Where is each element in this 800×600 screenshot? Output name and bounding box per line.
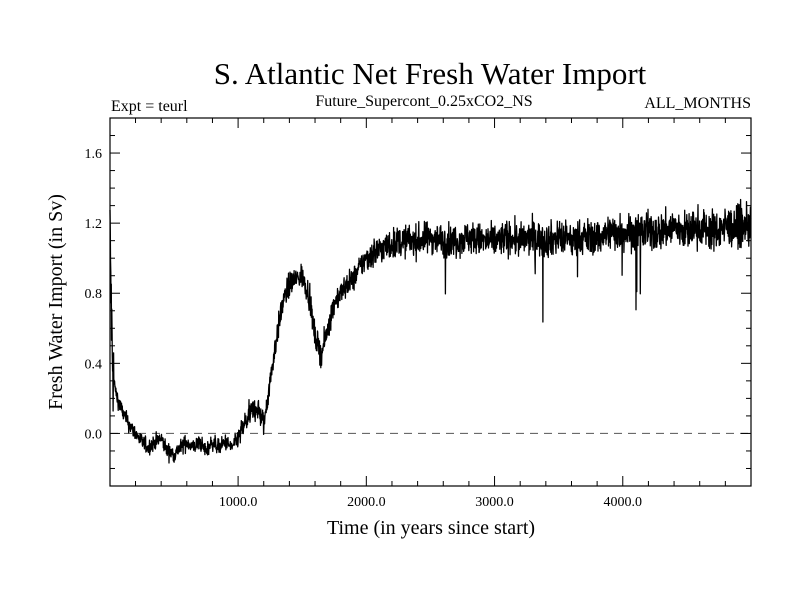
- y-tick-label: 0.4: [85, 357, 103, 372]
- axis-ticks: 1000.0 2000.0 3000.0 4000.0 0.0 0.4 0.8 1.2 1.6: [85, 118, 751, 510]
- x-tick-label: 2000.0: [347, 495, 386, 510]
- series-line: [109, 198, 752, 464]
- x-tick-label: 3000.0: [475, 495, 514, 510]
- plot-frame: [109, 117, 752, 487]
- x-axis-label: Time (in years since start): [327, 517, 535, 539]
- y-tick-label: 0.0: [85, 427, 103, 442]
- chart-subtitle: Future_Supercont_0.25xCO2_NS: [315, 93, 532, 110]
- x-tick-label: 1000.0: [219, 495, 258, 510]
- chart-title: S. Atlantic Net Fresh Water Import: [214, 56, 647, 91]
- months-note: ALL_MONTHS: [644, 95, 751, 112]
- y-tick-label: 1.6: [85, 147, 103, 162]
- y-tick-label: 0.8: [85, 287, 103, 302]
- experiment-note: Expt = teurl: [111, 98, 188, 115]
- y-tick-label: 1.2: [85, 217, 103, 232]
- y-axis-label: Fresh Water Import (in Sv): [45, 194, 67, 410]
- series-layer: [109, 198, 752, 464]
- x-tick-label: 4000.0: [604, 495, 643, 510]
- plot-area: [109, 117, 752, 487]
